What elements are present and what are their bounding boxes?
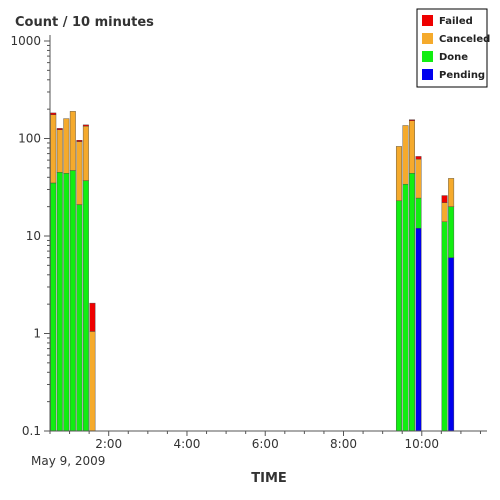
y-tick-label: 100 bbox=[18, 132, 41, 146]
bar-segment-canceled-5 bbox=[82, 125, 89, 181]
bar-segment-canceled-2 bbox=[63, 118, 70, 174]
y-tick-label: 1000 bbox=[10, 34, 41, 48]
x-tick-label: 6:00 bbox=[252, 437, 279, 451]
legend: Failed Canceled Done Pending bbox=[416, 8, 490, 88]
legend-label-failed: Failed bbox=[439, 16, 473, 27]
bar-segment-canceled-1 bbox=[56, 129, 63, 173]
legend-swatch-pending bbox=[422, 69, 433, 80]
bar-segment-failed-0 bbox=[50, 112, 57, 116]
legend-label-canceled: Canceled bbox=[439, 34, 490, 45]
x-tick-label: 10:00 bbox=[404, 437, 439, 451]
bar-segment-canceled-6 bbox=[89, 331, 96, 432]
legend-swatch-done bbox=[422, 51, 433, 62]
legend-swatch-canceled bbox=[422, 33, 433, 44]
legend-label-pending: Pending bbox=[439, 70, 485, 81]
axes-layer bbox=[49, 35, 487, 432]
legend-swatch-failed bbox=[422, 15, 433, 26]
bar-segment-failed-1 bbox=[56, 128, 63, 130]
y-tick-label: 10 bbox=[26, 229, 41, 243]
bar-segment-canceled-11 bbox=[441, 202, 448, 222]
bar-segment-done-10 bbox=[415, 197, 422, 229]
bar-segment-done-5 bbox=[82, 180, 89, 432]
bar-segment-done-12 bbox=[448, 206, 455, 258]
bar-segment-pending-10 bbox=[415, 228, 422, 432]
bar-segment-failed-5 bbox=[82, 124, 89, 127]
bar-segment-pending-12 bbox=[448, 257, 455, 432]
bar-segment-done-8 bbox=[402, 183, 409, 432]
bar-segment-done-3 bbox=[69, 170, 76, 432]
ticks-layer: 0.1 1 10 100 1000 2:00 4:00 6:00 8:00 10:00 bbox=[10, 34, 481, 451]
x-axis-title: TIME bbox=[251, 471, 287, 486]
bar-segment-canceled-4 bbox=[76, 141, 83, 205]
x-tick-label: 2:00 bbox=[95, 437, 122, 451]
x-tick-label: 8:00 bbox=[330, 437, 357, 451]
date-label: May 9, 2009 bbox=[31, 454, 105, 468]
bar-segment-canceled-8 bbox=[402, 125, 409, 185]
bar-segment-failed-11 bbox=[441, 195, 448, 203]
bars-layer bbox=[50, 111, 455, 432]
bar-segment-done-0 bbox=[50, 182, 57, 432]
bar-segment-done-11 bbox=[441, 221, 448, 432]
bar-segment-canceled-0 bbox=[50, 114, 57, 184]
bar-segment-canceled-7 bbox=[395, 146, 402, 201]
bar-segment-canceled-12 bbox=[448, 178, 455, 207]
bar-segment-done-2 bbox=[63, 173, 70, 432]
bar-segment-canceled-10 bbox=[415, 158, 422, 199]
bar-segment-failed-6 bbox=[89, 302, 96, 332]
bar-segment-done-4 bbox=[76, 204, 83, 432]
bar-segment-failed-4 bbox=[76, 140, 83, 142]
bar-segment-done-7 bbox=[395, 200, 402, 432]
bar-segment-done-1 bbox=[56, 172, 63, 432]
legend-label-done: Done bbox=[439, 52, 468, 63]
chart-title: Count / 10 minutes bbox=[15, 15, 154, 30]
bar-segment-canceled-9 bbox=[409, 120, 415, 174]
bar-segment-failed-10 bbox=[415, 156, 422, 160]
y-tick-label: 1 bbox=[33, 327, 41, 341]
x-tick-label: 4:00 bbox=[173, 437, 200, 451]
y-tick-label: 0.1 bbox=[22, 424, 41, 438]
bar-segment-failed-9 bbox=[409, 119, 415, 121]
bar-segment-done-9 bbox=[409, 173, 415, 432]
bar-segment-canceled-3 bbox=[69, 111, 76, 171]
